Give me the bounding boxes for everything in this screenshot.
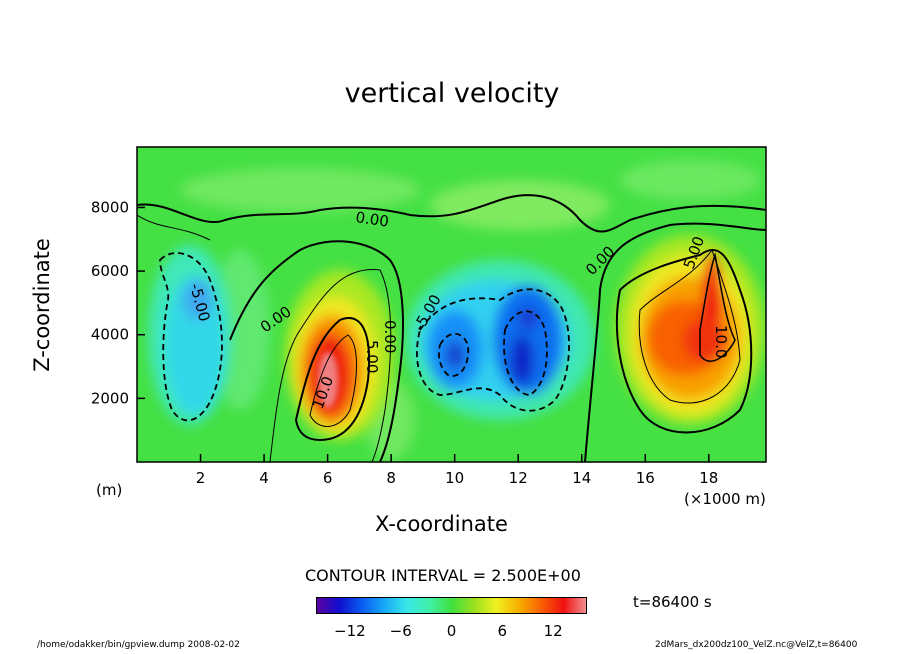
colorbar-tick-label: 6 <box>497 622 508 640</box>
x-tick-label: 12 <box>509 469 528 487</box>
contour-lines <box>137 194 766 462</box>
x-unit-left: (m) <box>96 481 123 499</box>
y-axis-label: Z-coordinate <box>30 238 54 372</box>
y-tick-label: 4000 <box>91 326 129 344</box>
footer-right: 2dMars_dx200dz100_VelZ.nc@VelZ,t=86400 <box>655 640 858 650</box>
colorbar-tick-label: 0 <box>446 622 457 640</box>
x-tick-label: 2 <box>196 469 206 487</box>
x-unit-right: (×1000 m) <box>684 490 766 508</box>
footer-left: /home/odakker/bin/gpview.dump 2008-02-02 <box>37 640 240 650</box>
y-tick-label: 6000 <box>91 262 129 280</box>
negative-contours <box>159 252 570 422</box>
x-tick-label: 4 <box>259 469 269 487</box>
x-tick-label: 6 <box>323 469 333 487</box>
x-tick-label: 16 <box>636 469 655 487</box>
contour-interval: CONTOUR INTERVAL = 2.500E+00 <box>305 566 581 585</box>
colorbar-tick-label: 12 <box>543 622 563 640</box>
plot-frame <box>136 146 767 463</box>
chart-title: vertical velocity <box>344 78 560 109</box>
x-tick-label: 14 <box>572 469 591 487</box>
x-axis-label: X-coordinate <box>375 512 508 536</box>
contour-label: 5.00 <box>363 340 381 373</box>
x-tick-label: 18 <box>699 469 718 487</box>
y-tick-label: 8000 <box>91 198 129 216</box>
x-tick-label: 8 <box>386 469 396 487</box>
x-axis: 2 4 6 8 10 12 14 16 18 <box>196 454 718 487</box>
colorbar <box>316 597 587 614</box>
x-tick-label: 10 <box>445 469 464 487</box>
contour-label: 0.00 <box>354 208 390 230</box>
contour-label: 10.0 <box>712 325 730 358</box>
contour-label: 0.00 <box>381 320 399 353</box>
y-axis: 2000 4000 6000 8000 <box>91 198 145 407</box>
colorbar-tick-label: −6 <box>389 622 412 640</box>
y-tick-label: 2000 <box>91 389 129 407</box>
colorbar-tick-label: −12 <box>334 622 366 640</box>
time-label: t=86400 s <box>633 593 712 611</box>
